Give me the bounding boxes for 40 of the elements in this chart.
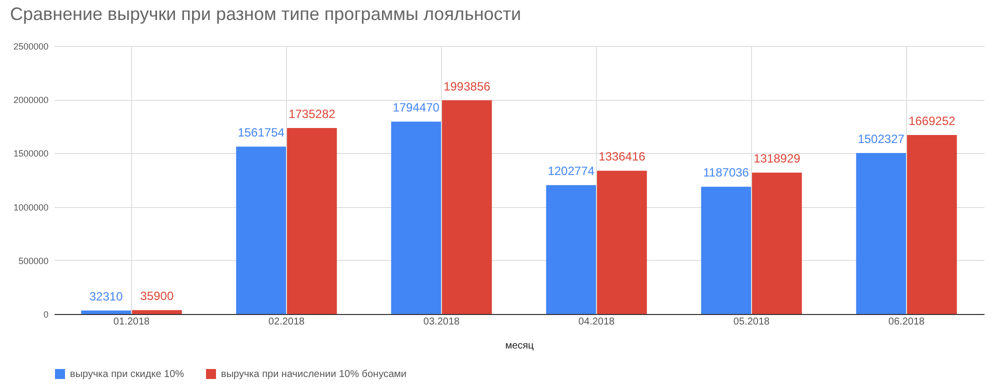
y-tick-label: 0 (43, 310, 48, 320)
bar (236, 146, 286, 314)
legend-label: выручка при начислении 10% бонусами (221, 369, 406, 380)
data-label: 1187036 (703, 166, 750, 180)
bar (856, 152, 906, 314)
x-tick-label: 03.2018 (423, 316, 460, 328)
data-label: 1318929 (754, 152, 801, 166)
bar (287, 128, 337, 314)
data-label: 1735282 (288, 106, 336, 121)
bar (391, 122, 441, 314)
data-label: 1502327 (858, 132, 905, 146)
bar (81, 310, 131, 314)
x-tick-label: 01.2018 (113, 316, 150, 328)
legend-label: выручка при скидке 10% (70, 369, 184, 380)
data-label: 1669252 (908, 114, 956, 128)
y-tick-label: 1000000 (13, 202, 48, 212)
x-tick-label: 04.2018 (578, 316, 616, 328)
y-tick-label: 2000000 (13, 95, 48, 106)
bar (132, 310, 182, 314)
x-axis-title: месяц (505, 340, 534, 352)
bar (442, 100, 492, 314)
bar (752, 172, 802, 314)
x-tick-label: 06.2018 (888, 316, 926, 328)
chart-title: Сравнение выручки при разном типе программы лояльности (10, 4, 522, 24)
y-tick-label: 2500000 (13, 42, 48, 52)
bar (546, 185, 596, 314)
bar (597, 170, 647, 314)
y-tick-label: 1500000 (13, 148, 48, 159)
bar (701, 186, 751, 314)
x-tick-label: 02.2018 (268, 316, 306, 328)
x-tick-label: 05.2018 (733, 316, 770, 328)
bar (907, 135, 957, 314)
data-label: 1336416 (598, 150, 646, 164)
data-label: 1561754 (238, 126, 285, 140)
data-label: 35900 (140, 289, 174, 304)
data-label: 1202774 (548, 164, 595, 178)
y-tick-label: 500000 (18, 256, 48, 266)
data-label: 1794470 (392, 100, 440, 115)
data-label: 32310 (89, 290, 124, 304)
data-label: 1993856 (444, 79, 491, 94)
